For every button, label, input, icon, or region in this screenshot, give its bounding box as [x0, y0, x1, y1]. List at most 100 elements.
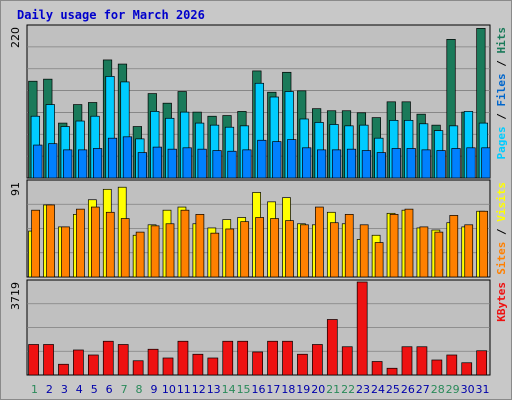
bar-kbytes-day-21 [326, 319, 338, 376]
day-label: 7 [121, 383, 128, 396]
bar-pages-day-12 [197, 148, 207, 179]
day-label: 25 [386, 383, 400, 396]
bar-sites-day-31 [479, 210, 489, 278]
panel-legend: Sites / Visits [495, 182, 508, 275]
day-label: 3 [61, 383, 68, 396]
day-label: 18 [281, 383, 295, 396]
bar-pages-day-8 [137, 152, 147, 179]
bar-sites-day-27 [419, 226, 429, 278]
panel-1: 220 Pages / Files / Hits [9, 24, 508, 179]
day-label: 27 [416, 383, 430, 396]
bar-sites-day-19 [300, 224, 309, 278]
bar-pages-day-16 [257, 139, 267, 179]
bar-sites-day-10 [165, 223, 175, 278]
day-label: 16 [252, 383, 266, 396]
bar-kbytes-day-20 [312, 344, 323, 376]
bar-pages-day-10 [167, 148, 177, 179]
bar-sites-day-30 [464, 224, 474, 278]
bar-kbytes-day-30 [461, 362, 473, 376]
bar-pages-day-7 [122, 136, 133, 179]
bar-pages-day-19 [302, 147, 312, 179]
bar-sites-day-24 [374, 242, 384, 278]
bar-sites-day-5 [90, 206, 100, 278]
bar-sites-day-2 [46, 204, 55, 278]
panel-legend: Pages / Files / Hits [495, 27, 508, 160]
bar-kbytes-day-23 [356, 281, 368, 376]
day-label: 19 [296, 383, 310, 396]
day-label: 13 [207, 383, 221, 396]
day-labels: 1 2 3 4 5 6 7 8 9 10 11 12 13 14 15 16 17 18 19 20 21 22 23 24 2… [31, 383, 490, 396]
bar-sites-day-7 [120, 218, 130, 278]
day-label: 5 [91, 383, 98, 396]
day-label: 23 [356, 383, 370, 396]
day-label: 6 [106, 383, 113, 396]
panel-2: 91 Sites / Visits [9, 179, 508, 278]
bar-pages-day-30 [466, 147, 476, 179]
bar-kbytes-day-27 [416, 346, 428, 376]
bar-kbytes-day-4 [73, 349, 84, 376]
bar-kbytes-day-12 [192, 353, 204, 376]
scale-label: 3719 [9, 282, 22, 310]
bar-pages-day-15 [242, 149, 252, 179]
bar-kbytes-day-29 [446, 354, 458, 376]
day-label: 14 [222, 383, 236, 396]
bar-pages-day-21 [331, 149, 342, 179]
bar-sites-day-15 [240, 221, 250, 278]
scale-label: 91 [9, 182, 22, 196]
day-label: 31 [476, 383, 490, 396]
bar-pages-day-5 [92, 148, 103, 179]
bar-pages-day-28 [436, 150, 446, 179]
bar-sites-day-21 [329, 222, 339, 278]
bar-pages-day-6 [107, 137, 118, 179]
day-label: 20 [311, 383, 325, 396]
bar-kbytes-day-28 [431, 359, 443, 376]
bar-kbytes-day-19 [297, 353, 308, 376]
day-label: 4 [76, 383, 83, 396]
bar-sites-day-1 [31, 209, 40, 278]
bar-sites-day-18 [285, 220, 294, 278]
bar-sites-day-14 [225, 228, 235, 278]
bar-pages-day-18 [287, 139, 297, 179]
chart-title: Daily usage for March 2026 [17, 8, 205, 22]
bar-pages-day-20 [317, 149, 327, 179]
day-label: 22 [341, 383, 355, 396]
day-label: 10 [162, 383, 176, 396]
bar-pages-day-1 [33, 144, 43, 179]
bar-sites-day-25 [389, 214, 399, 278]
day-label: 17 [266, 383, 280, 396]
bar-sites-day-3 [61, 226, 70, 278]
day-label: 21 [326, 383, 340, 396]
panel-legend: KBytes [495, 282, 508, 322]
bar-pages-day-27 [421, 149, 431, 179]
bar-kbytes-day-26 [401, 346, 413, 376]
bar-pages-day-3 [63, 149, 73, 179]
bar-kbytes-day-2 [43, 344, 54, 376]
day-label: 1 [31, 383, 38, 396]
bar-kbytes-day-31 [476, 350, 488, 376]
bar-kbytes-day-14 [222, 340, 234, 376]
bar-kbytes-day-1 [28, 344, 39, 376]
day-label: 28 [431, 383, 445, 396]
bar-pages-day-24 [376, 152, 386, 179]
bar-kbytes-day-10 [162, 357, 174, 376]
bar-sites-day-26 [404, 208, 414, 278]
bar-pages-day-17 [272, 141, 282, 179]
day-label: 24 [371, 383, 385, 396]
day-label: 29 [446, 383, 460, 396]
bar-pages-day-25 [391, 148, 401, 179]
bar-sites-day-13 [210, 232, 220, 278]
day-label: 30 [461, 383, 475, 396]
bar-kbytes-day-3 [58, 363, 69, 376]
day-label: 9 [150, 383, 157, 396]
bar-kbytes-day-6 [102, 340, 114, 376]
bar-kbytes-day-5 [87, 354, 99, 376]
bar-kbytes-day-9 [147, 348, 159, 376]
bar-sites-day-17 [270, 218, 279, 278]
bar-kbytes-day-7 [117, 344, 129, 376]
day-label: 11 [177, 383, 191, 396]
bar-kbytes-day-17 [267, 340, 278, 376]
bar-pages-day-4 [78, 149, 88, 179]
bar-pages-day-26 [406, 148, 416, 179]
bar-sites-day-20 [315, 206, 324, 278]
